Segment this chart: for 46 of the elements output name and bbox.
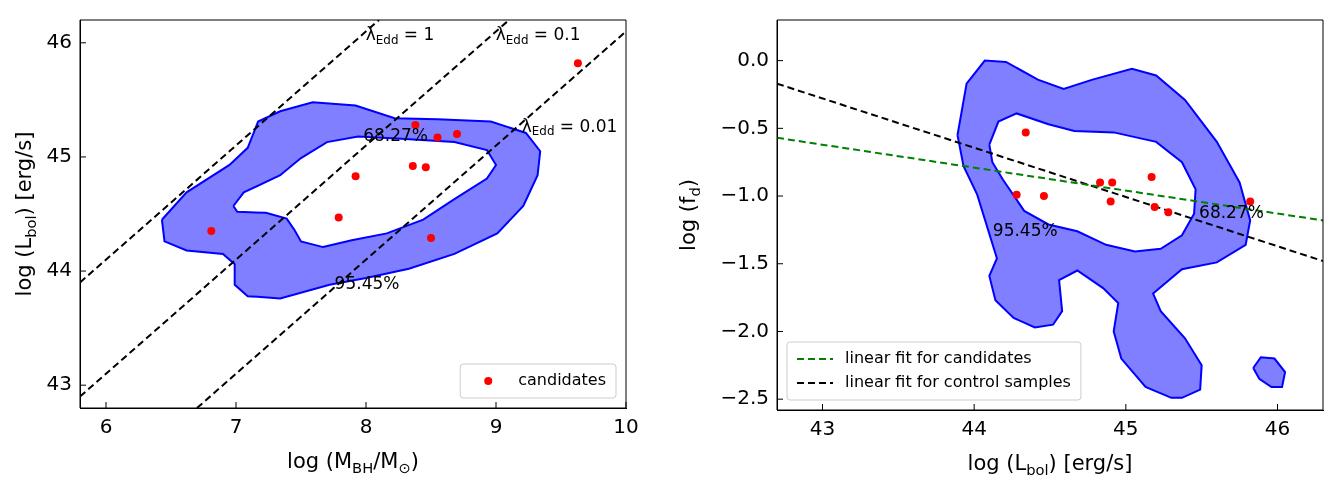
point xyxy=(573,59,582,68)
y-tick-label: 44 xyxy=(46,257,72,282)
point xyxy=(421,163,430,172)
point xyxy=(1096,178,1105,187)
point xyxy=(1150,202,1159,211)
point xyxy=(351,172,360,181)
x-tick-label: 46 xyxy=(1264,416,1291,441)
point xyxy=(1021,128,1030,137)
point xyxy=(1108,178,1117,187)
x-tick-label: 6 xyxy=(99,414,113,439)
y-tick-label: −1.0 xyxy=(720,182,769,207)
point xyxy=(408,162,417,171)
point xyxy=(427,233,435,242)
y-tick-label: 46 xyxy=(46,29,72,54)
legend-label: candidates xyxy=(518,370,607,390)
x-tick-label: 45 xyxy=(1113,416,1139,441)
y-tick-label: −2.0 xyxy=(720,317,769,342)
annotation: 95.45% xyxy=(334,273,400,294)
point xyxy=(1147,173,1156,182)
x-tick-label: 9 xyxy=(489,414,503,439)
y-tick-label: 0.0 xyxy=(737,46,769,71)
legend-label: linear fit for candidates xyxy=(845,348,1032,368)
point xyxy=(1039,192,1048,201)
annotation: 95.45% xyxy=(992,219,1058,240)
point xyxy=(1164,208,1173,217)
point xyxy=(334,213,343,222)
y-tick-label: −0.5 xyxy=(720,114,769,139)
point xyxy=(1012,190,1021,199)
y-axis-title: log (Lbol) [erg/s] xyxy=(12,131,40,297)
x-tick-label: 7 xyxy=(229,414,243,439)
y-tick-label: 45 xyxy=(46,143,72,168)
y-tick-label: −1.5 xyxy=(720,249,769,274)
point xyxy=(1106,197,1115,206)
x-tick-label: 10 xyxy=(613,414,639,439)
annotation: 68.27% xyxy=(1199,202,1264,223)
x-tick-label: 43 xyxy=(809,416,836,441)
legend-label: linear fit for control samples xyxy=(845,372,1071,392)
point xyxy=(433,133,442,142)
y-tick-label: 43 xyxy=(46,371,72,396)
point xyxy=(207,227,216,236)
x-tick-label: 8 xyxy=(359,414,373,439)
annotation: 68.27% xyxy=(363,124,429,145)
y-axis-title: log (fd) xyxy=(676,179,704,251)
y-tick-label: −2.5 xyxy=(720,385,769,410)
point xyxy=(453,130,461,139)
x-tick-label: 44 xyxy=(961,416,987,441)
